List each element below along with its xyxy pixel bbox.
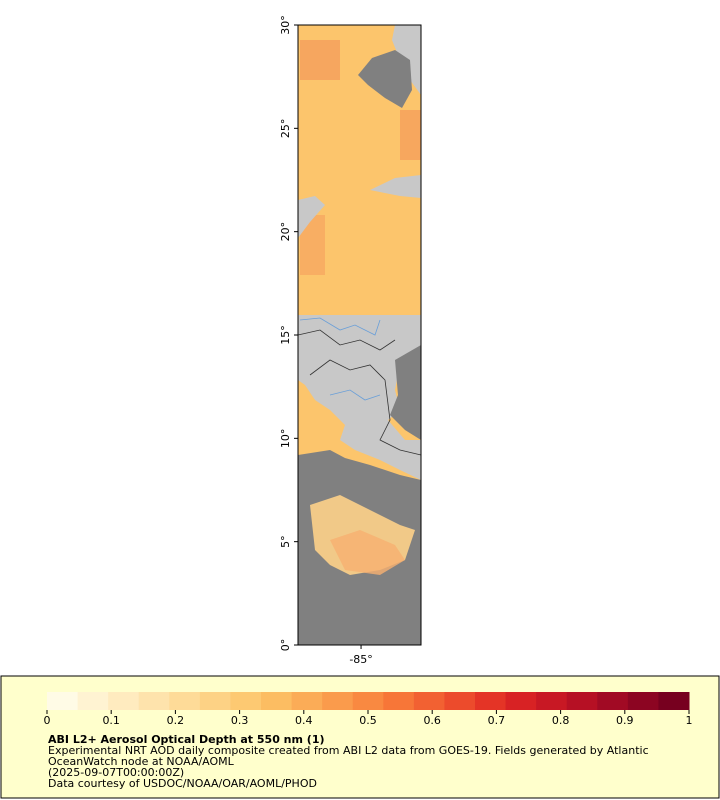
colorbar-swatch [322, 692, 354, 710]
colorbar-tick-label: 0.5 [359, 714, 377, 727]
aod-patch [330, 530, 405, 575]
lon-tick-label: -85° [349, 653, 372, 666]
colorbar-swatch [108, 692, 140, 710]
colorbar-swatch [627, 692, 659, 710]
colorbar-swatch [169, 692, 201, 710]
colorbar-swatch [444, 692, 476, 710]
colorbar-swatch [383, 692, 415, 710]
colorbar-swatch [566, 692, 598, 710]
colorbar: 0 0.1 0.2 0.3 0.4 0.5 0.6 0.7 0.8 0.9 1 [44, 692, 693, 727]
colorbar-swatch [352, 692, 384, 710]
legend-line: Data courtesy of USDOC/NOAA/OAR/AOML/PHO… [48, 777, 317, 790]
no-data [390, 345, 421, 440]
colorbar-swatch [199, 692, 231, 710]
colorbar-tick-label: 0.6 [423, 714, 441, 727]
lat-tick-label: 20° [279, 222, 292, 242]
legend-line: (2025-09-07T00:00:00Z) [48, 766, 184, 779]
colorbar-tick-label: 0.4 [295, 714, 313, 727]
colorbar-tick-label: 0.8 [552, 714, 570, 727]
legend-line: OceanWatch node at NOAA/AOML [48, 755, 235, 768]
colorbar-swatch [138, 692, 170, 710]
colorbar-swatch [658, 692, 690, 710]
lat-tick-label: 0° [279, 639, 292, 652]
river [299, 317, 381, 336]
colorbar-tick-label: 0.3 [231, 714, 249, 727]
colorbar-swatch [47, 692, 79, 710]
aod-patch [400, 110, 421, 160]
colorbar-swatch [261, 692, 293, 710]
no-data [358, 50, 412, 108]
colorbar-tick-label: 1 [686, 714, 693, 727]
colorbar-swatch [475, 692, 507, 710]
colorbar-tick-label: 0.2 [167, 714, 185, 727]
colorbar-tick-label: 0.1 [102, 714, 120, 727]
lat-tick-label: 10° [279, 429, 292, 449]
lat-tick-label: 25° [279, 119, 292, 139]
colorbar-tick-label: 0.7 [488, 714, 506, 727]
colorbar-tick-label: 0 [44, 714, 51, 727]
lat-tick-label: 5° [279, 535, 292, 548]
colorbar-swatch [597, 692, 629, 710]
colorbar-swatch [536, 692, 568, 710]
lat-tick-label: 15° [279, 325, 292, 345]
legend-line: Experimental NRT AOD daily composite cre… [48, 744, 649, 757]
colorbar-swatch [77, 692, 109, 710]
colorbar-tick-label: 0.9 [616, 714, 634, 727]
colorbar-swatch [230, 692, 262, 710]
colorbar-swatch [413, 692, 445, 710]
axes: 0° 5° 10° 15° 20° 25° 30° -85° [279, 15, 373, 666]
land [370, 175, 421, 198]
map-image [297, 24, 422, 646]
border [297, 329, 396, 351]
border [309, 359, 422, 456]
land [298, 196, 325, 238]
legend-title: ABI L2+ Aerosol Optical Depth at 550 nm … [48, 733, 325, 746]
colorbar-swatch [291, 692, 323, 710]
river [329, 389, 381, 401]
colorbar-swatch [505, 692, 537, 710]
aod-patch [300, 40, 340, 80]
land [298, 315, 421, 480]
lat-tick-label: 30° [279, 15, 292, 35]
